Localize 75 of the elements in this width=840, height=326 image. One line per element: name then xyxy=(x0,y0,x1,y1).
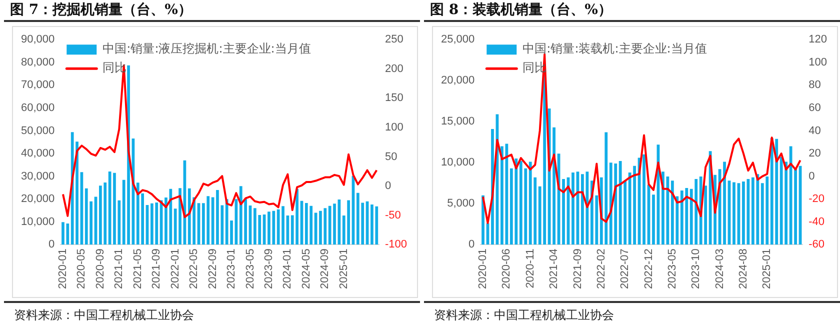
x-tick-label: 2022-12 xyxy=(642,248,655,290)
y-tick-label: 25,000 xyxy=(440,34,475,46)
x-tick-label: 2023-05 xyxy=(666,248,678,290)
y2-tick-label: 100 xyxy=(808,56,828,68)
x-tick-label: 2024-05 xyxy=(300,248,312,290)
bar xyxy=(562,179,565,245)
y-tick-label: 20,000 xyxy=(20,193,55,206)
x-tick-label: 2024-08 xyxy=(737,248,750,290)
y2-tick-label: -60 xyxy=(808,238,825,251)
text: 资料来源：中国工程机械工业协会 xyxy=(424,301,840,324)
y2-tick-label: 100 xyxy=(384,122,404,134)
y-tick-label: 50,000 xyxy=(20,124,55,137)
x-tick-label: 2021-09 xyxy=(150,248,163,290)
x-tick-label: 2020-05 xyxy=(76,248,88,290)
x-tick-label: 2021-04 xyxy=(548,248,560,290)
x-tick-label: 2025-01 xyxy=(338,248,350,290)
x-tick-label: 2020-11 xyxy=(524,248,536,288)
y2-tick-label: 20 xyxy=(808,148,821,160)
x-tick-label: 2020-06 xyxy=(500,248,513,290)
chart-title: 图 8：装载机销量（台、%） xyxy=(424,0,840,22)
y-tick-label: 20,000 xyxy=(440,74,475,87)
y2-tick-label: 50 xyxy=(384,150,398,163)
bar xyxy=(723,162,726,245)
bar xyxy=(572,172,574,245)
x-tick-label: 2024-09 xyxy=(319,248,332,290)
y-tick-label: 80,000 xyxy=(20,56,55,68)
y2-tick-label: 200 xyxy=(384,62,404,75)
y2-tick-label: -100 xyxy=(384,238,408,251)
y2-tick-label: -20 xyxy=(808,193,825,206)
x-tick-label: 2023-05 xyxy=(244,248,256,290)
y2-tick-label: -50 xyxy=(384,209,401,222)
legend-label: 中国:销量:装载机:主要企业:当月值 xyxy=(522,42,707,56)
y-tick-label: 90,000 xyxy=(20,34,55,46)
bar xyxy=(642,154,646,245)
y-tick-label: 40,000 xyxy=(20,148,55,160)
y-tick-label: 5,000 xyxy=(447,198,475,210)
x-tick-label: 2020-01 xyxy=(477,248,490,290)
y-tick-label: 0 xyxy=(48,238,55,251)
y2-tick-label: 150 xyxy=(384,92,404,104)
y2-tick-label: 80 xyxy=(808,79,821,92)
bar xyxy=(732,182,736,245)
y-tick-label: 0 xyxy=(468,238,475,251)
y2-tick-label: 120 xyxy=(808,34,828,46)
y-tick-label: 30,000 xyxy=(20,170,55,182)
y2-tick-label: 40 xyxy=(808,124,821,137)
chart-title: 图 7：挖掘机销量（台、%） xyxy=(4,0,420,22)
y2-tick-label: 0 xyxy=(808,170,815,182)
x-tick-label: 2024-01 xyxy=(282,248,294,290)
legend-label: 中国:销量:液压挖掘机:主要企业:当月值 xyxy=(102,42,311,56)
x-tick-label: 2022-02 xyxy=(595,248,608,290)
x-tick-label: 2021-09 xyxy=(572,248,584,290)
x-tick-label: 2023-09 xyxy=(263,248,275,290)
x-tick-label: 2022-07 xyxy=(619,248,632,290)
y-tick-label: 10,000 xyxy=(20,216,55,228)
y-tick-label: 60,000 xyxy=(20,102,55,114)
y-tick-label: 15,000 xyxy=(440,116,475,128)
y2-tick-label: -40 xyxy=(808,216,825,228)
text: 资料来源：中国工程机械工业协会 xyxy=(4,301,420,324)
x-tick-label: 2022-09 xyxy=(206,248,219,290)
x-tick-label: 2022-05 xyxy=(188,248,200,290)
x-tick-label: 2024-03 xyxy=(714,248,726,290)
x-tick-label: 2025-01 xyxy=(761,248,774,290)
x-tick-label: 2021-05 xyxy=(132,248,144,290)
x-tick-label: 2022-01 xyxy=(169,248,182,290)
x-tick-label: 2020-01 xyxy=(57,248,70,290)
y-tick-label: 10,000 xyxy=(440,156,475,169)
x-tick-label: 2021-01 xyxy=(113,248,126,290)
x-tick-label: 2020-09 xyxy=(94,248,106,290)
y-tick-label: 70,000 xyxy=(20,79,55,92)
y2-tick-label: 250 xyxy=(384,34,404,46)
bar xyxy=(652,194,655,245)
y2-tick-label: 0 xyxy=(384,180,392,192)
y2-tick-label: 60 xyxy=(808,102,821,114)
x-tick-label: 2023-01 xyxy=(226,248,238,290)
x-tick-label: 2023-10 xyxy=(690,248,702,290)
